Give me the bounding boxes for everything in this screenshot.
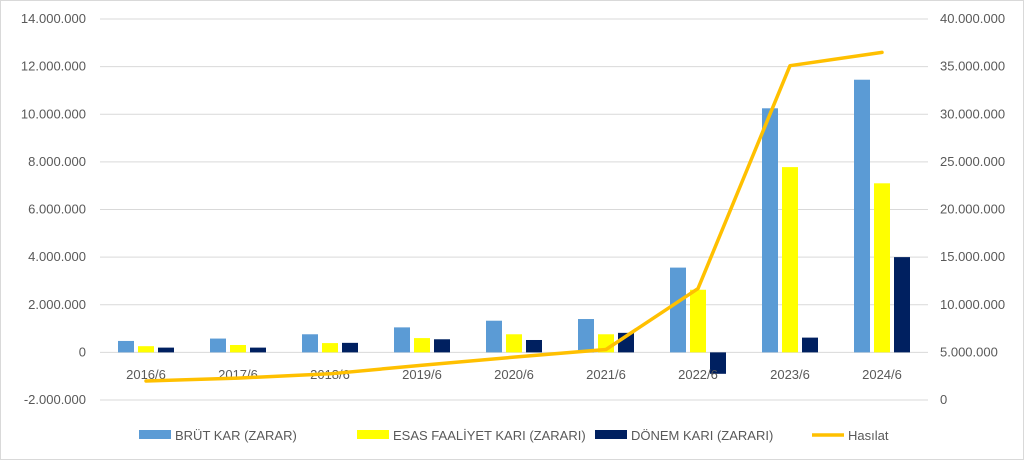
y-left-tick-label: -2.000.000 — [24, 392, 86, 407]
legend-label: DÖNEM KARI (ZARARI) — [631, 428, 773, 443]
bar — [506, 334, 522, 353]
bar — [414, 338, 430, 353]
y-right-tick-label: 15.000.000 — [940, 249, 1005, 264]
x-category-label: 2024/6 — [862, 367, 902, 382]
y-left-tick-label: 12.000.000 — [21, 59, 86, 74]
bar — [138, 346, 154, 353]
x-category-label: 2019/6 — [402, 367, 442, 382]
y-left-tick-label: 8.000.000 — [28, 154, 86, 169]
bar — [782, 167, 798, 353]
bar — [802, 337, 818, 353]
bar — [230, 344, 246, 353]
legend-swatch — [357, 430, 389, 439]
bar — [118, 340, 134, 353]
y-right-tick-label: 35.000.000 — [940, 59, 1005, 74]
x-category-label: 2023/6 — [770, 367, 810, 382]
bar — [762, 108, 778, 353]
y-right-tick-label: 5.000.000 — [940, 344, 998, 359]
y-left-tick-label: 6.000.000 — [28, 202, 86, 217]
x-category-label: 2021/6 — [586, 367, 626, 382]
legend-swatch — [595, 430, 627, 439]
y-right-tick-label: 20.000.000 — [940, 202, 1005, 217]
bar — [434, 339, 450, 353]
bar — [854, 79, 870, 353]
legend-swatch — [139, 430, 171, 439]
legend-label: ESAS FAALİYET KARI (ZARARI) — [393, 428, 586, 443]
y-left-tick-label: 2.000.000 — [28, 297, 86, 312]
bar — [578, 319, 594, 353]
bar — [342, 342, 358, 353]
bar — [302, 334, 318, 353]
bar — [486, 320, 502, 353]
legend-label: Hasılat — [848, 428, 889, 443]
bar — [690, 289, 706, 353]
y-right-tick-label: 30.000.000 — [940, 106, 1005, 121]
bar — [894, 257, 910, 353]
y-left-tick-label: 0 — [79, 344, 86, 359]
bar — [710, 352, 726, 374]
y-left-tick-label: 4.000.000 — [28, 249, 86, 264]
series-line-hasilat — [144, 50, 884, 383]
bar — [394, 327, 410, 353]
bar — [210, 338, 226, 353]
legend-label: BRÜT KAR (ZARAR) — [175, 428, 297, 443]
x-category-label: 2020/6 — [494, 367, 534, 382]
y-left-tick-label: 10.000.000 — [21, 106, 86, 121]
bar — [526, 339, 542, 353]
bar — [670, 267, 686, 353]
bar — [250, 347, 266, 353]
bar — [874, 183, 890, 353]
y-right-tick-label: 40.000.000 — [940, 11, 1005, 26]
y-right-tick-label: 25.000.000 — [940, 154, 1005, 169]
y-right-tick-label: 0 — [940, 392, 947, 407]
x-category-label: 2022/6 — [678, 367, 718, 382]
x-category-label: 2016/6 — [126, 367, 166, 382]
bar — [158, 347, 174, 353]
y-left-tick-label: 14.000.000 — [21, 11, 86, 26]
y-right-tick-label: 10.000.000 — [940, 297, 1005, 312]
bar — [322, 343, 338, 353]
